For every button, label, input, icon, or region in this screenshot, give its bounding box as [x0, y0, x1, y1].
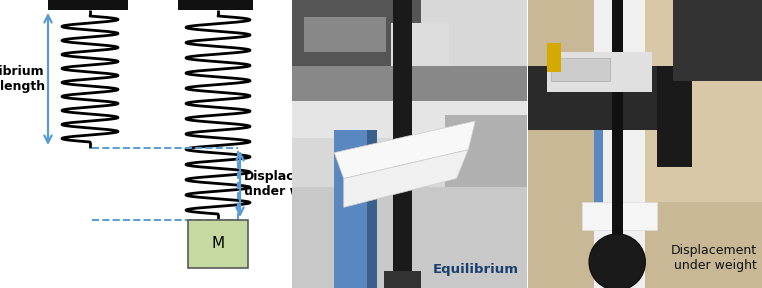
Bar [546, 43, 561, 72]
Bar [594, 0, 645, 288]
Bar [178, 0, 253, 10]
Text: Displacement
under weight: Displacement under weight [244, 170, 339, 198]
Bar [292, 95, 527, 138]
Bar [552, 58, 610, 81]
Bar [582, 202, 657, 230]
Bar [673, 0, 762, 81]
Bar [383, 271, 421, 288]
Bar [393, 0, 411, 288]
Bar [48, 0, 128, 10]
Polygon shape [335, 121, 475, 179]
Bar [528, 0, 762, 288]
Circle shape [589, 234, 645, 288]
Text: Displacement
under weight: Displacement under weight [671, 244, 757, 272]
Text: Equilibrium
length: Equilibrium length [0, 65, 45, 93]
Text: Equilibrium: Equilibrium [433, 264, 519, 276]
Bar [367, 130, 376, 288]
Bar [546, 52, 652, 92]
Bar [594, 58, 603, 216]
Bar [391, 23, 450, 66]
Bar [188, 220, 248, 268]
Polygon shape [344, 150, 469, 207]
Bar [657, 66, 692, 167]
Bar [292, 0, 527, 288]
Bar [445, 115, 527, 187]
Bar [304, 17, 386, 52]
Bar [610, 0, 762, 202]
Text: M: M [211, 236, 225, 251]
Bar [292, 0, 421, 66]
Bar [528, 66, 680, 130]
Bar [335, 130, 367, 288]
Bar [292, 66, 527, 101]
Bar [612, 0, 623, 288]
Bar [292, 0, 527, 187]
